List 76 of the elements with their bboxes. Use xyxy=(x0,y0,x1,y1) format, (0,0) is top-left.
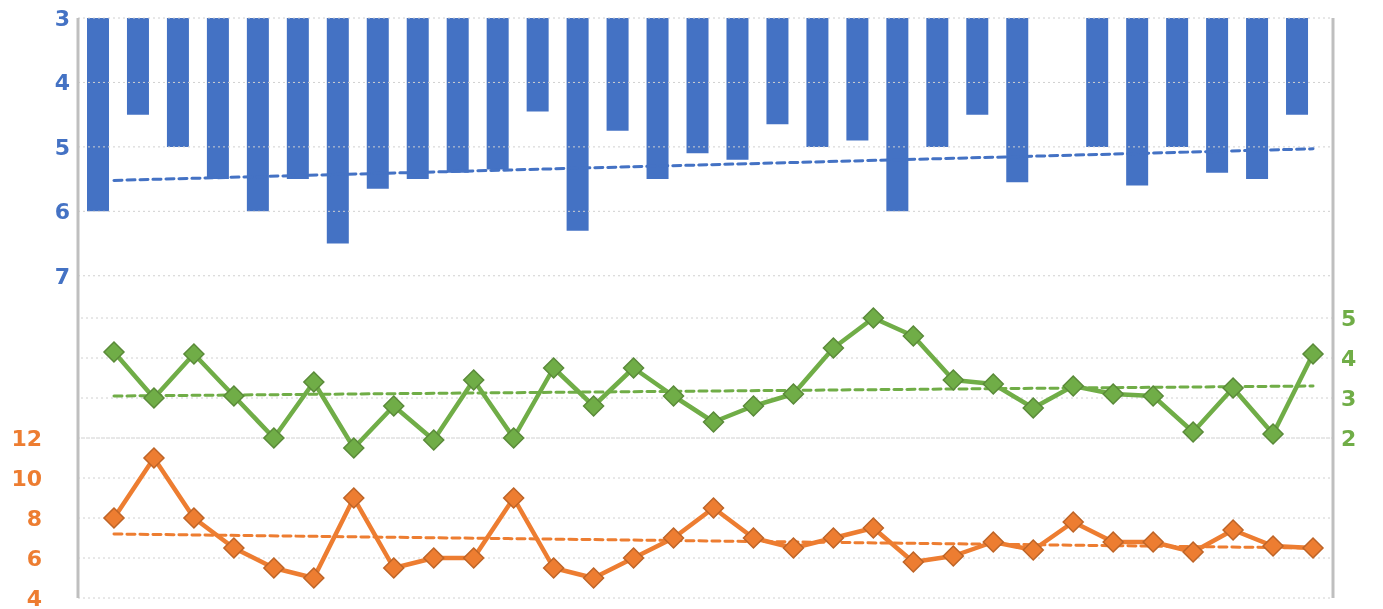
point xyxy=(942,545,965,567)
point xyxy=(1142,531,1164,553)
y3-tick-label: 12 xyxy=(11,425,42,451)
point xyxy=(143,447,165,469)
y2-tick-label: 3 xyxy=(1341,385,1357,411)
y3-tick-label: 6 xyxy=(26,545,42,571)
y-tick-label: 4 xyxy=(54,70,70,96)
point xyxy=(303,567,325,589)
point xyxy=(1142,385,1164,407)
point xyxy=(1062,511,1084,533)
point xyxy=(902,325,925,347)
point xyxy=(223,537,245,559)
y2-tick-label: 4 xyxy=(1341,345,1357,371)
point xyxy=(1302,537,1324,559)
y2-tick-label: 5 xyxy=(1341,305,1357,331)
point xyxy=(183,507,205,529)
point xyxy=(1262,423,1284,445)
y-tick-label: 3 xyxy=(54,5,70,31)
point xyxy=(263,557,285,579)
point xyxy=(303,371,325,393)
point xyxy=(1102,531,1124,553)
point xyxy=(822,337,845,359)
point xyxy=(902,551,925,573)
point xyxy=(622,357,645,379)
point xyxy=(622,547,645,569)
point xyxy=(1222,519,1244,541)
point xyxy=(462,369,485,391)
point xyxy=(502,487,525,509)
point xyxy=(582,567,605,589)
point xyxy=(822,527,845,549)
point xyxy=(1262,535,1284,557)
point xyxy=(782,537,805,559)
point xyxy=(1022,397,1044,419)
y3-tick-label: 4 xyxy=(26,585,42,609)
point xyxy=(702,497,725,519)
y2-tick-label: 2 xyxy=(1341,425,1357,451)
point xyxy=(1302,343,1324,365)
point xyxy=(582,395,605,417)
point xyxy=(183,343,205,365)
y-tick-label: 6 xyxy=(54,199,70,225)
point xyxy=(462,547,485,569)
point xyxy=(782,383,805,405)
point xyxy=(542,357,565,379)
y-tick-label: 5 xyxy=(54,134,70,160)
point xyxy=(103,341,125,363)
point xyxy=(742,395,765,417)
point xyxy=(103,507,125,529)
y3-tick-label: 10 xyxy=(11,465,42,491)
point xyxy=(1102,383,1124,405)
point xyxy=(343,437,365,459)
point xyxy=(143,387,165,409)
y-tick-label: 7 xyxy=(54,263,70,289)
y3-tick-label: 8 xyxy=(26,505,42,531)
point xyxy=(662,385,685,407)
point xyxy=(662,527,685,549)
point xyxy=(702,411,725,433)
point xyxy=(982,373,1005,395)
point xyxy=(982,531,1005,553)
point xyxy=(223,385,245,407)
point xyxy=(343,487,365,509)
point xyxy=(1222,377,1244,399)
point xyxy=(263,427,285,449)
point xyxy=(862,307,885,329)
point xyxy=(1062,375,1084,397)
point xyxy=(1022,539,1044,561)
point xyxy=(422,429,445,451)
point xyxy=(542,557,565,579)
point xyxy=(383,395,405,417)
point xyxy=(422,547,445,569)
point xyxy=(502,427,525,449)
point xyxy=(742,527,765,549)
point xyxy=(862,517,885,539)
point xyxy=(383,557,405,579)
point xyxy=(1182,541,1204,563)
point xyxy=(1182,421,1204,443)
point xyxy=(942,369,965,391)
